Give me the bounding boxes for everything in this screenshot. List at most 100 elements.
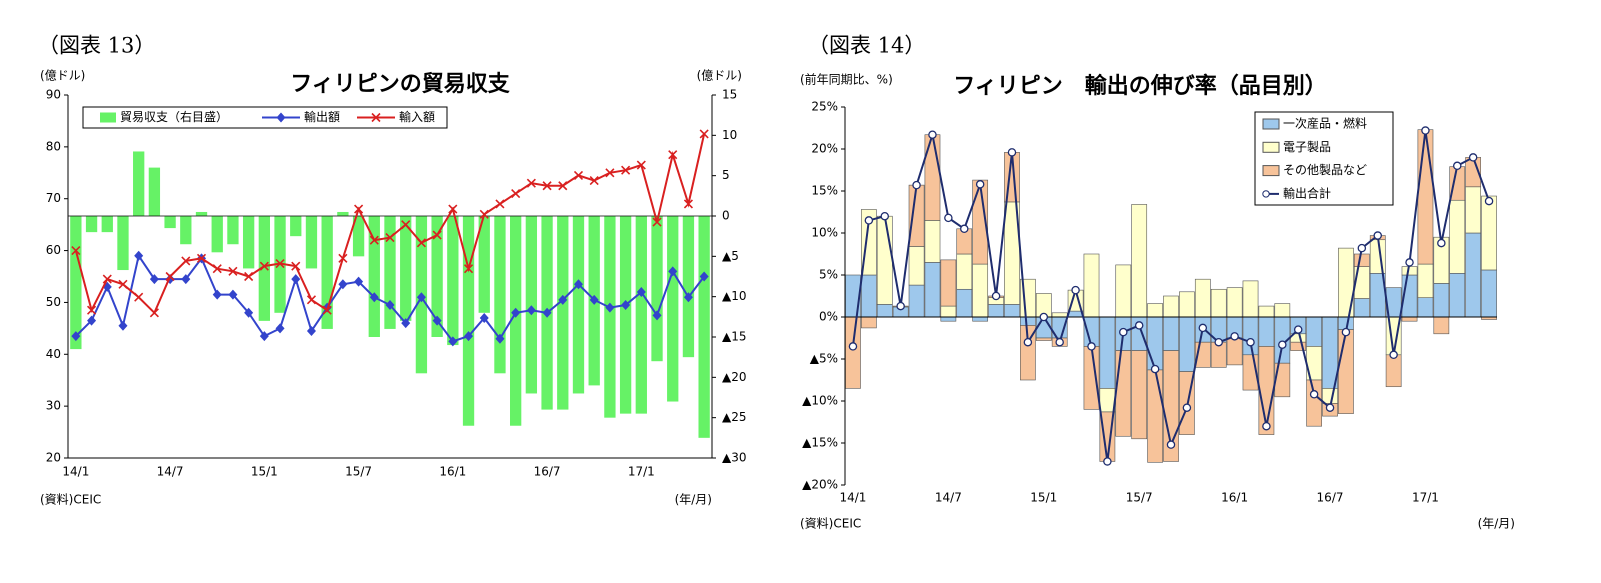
y-tick-label: 20: [46, 451, 61, 465]
marker: [71, 246, 81, 256]
marker: [621, 165, 631, 175]
bar: [400, 216, 412, 321]
y2-tick-label: 5: [722, 168, 730, 182]
marker: [526, 178, 536, 188]
y2-tick-label: ▲25: [722, 410, 747, 424]
bar: [1417, 263, 1434, 298]
chart-title: フィリピンの貿易収支: [290, 72, 511, 97]
bar: [1449, 199, 1466, 274]
x-unit: (年/月): [675, 493, 712, 507]
x-tick-label: 16/1: [439, 465, 466, 479]
bar: [924, 262, 941, 318]
bar: [1306, 379, 1322, 427]
marker: [589, 294, 599, 305]
bar: [972, 263, 989, 318]
bar: [1147, 316, 1163, 371]
bar: [85, 216, 98, 233]
marker: [1421, 126, 1430, 135]
marker: [1103, 457, 1112, 466]
marker: [699, 271, 709, 282]
y-tick-label: 5%: [819, 268, 838, 282]
bar: [1115, 350, 1132, 437]
marker: [1309, 390, 1319, 399]
bar: [290, 216, 302, 237]
marker: [244, 271, 254, 282]
marker: [401, 318, 411, 329]
bar: [1385, 354, 1402, 388]
marker: [385, 300, 395, 311]
bar: [604, 216, 616, 418]
y-tick-label: 70: [46, 191, 61, 205]
chart-title: フィリピン 輸出の伸び率（品目別）: [953, 73, 1327, 99]
bar: [1099, 316, 1116, 389]
marker: [1182, 403, 1192, 412]
x-tick-label: 15/1: [1030, 491, 1057, 505]
legend-swatch: [1262, 118, 1280, 130]
legend-swatch: [1262, 141, 1280, 153]
marker: [1405, 258, 1414, 267]
marker: [495, 333, 505, 344]
marker: [1437, 238, 1446, 248]
marker: [338, 253, 348, 263]
marker: [511, 188, 521, 199]
bar: [940, 316, 957, 322]
marker: [912, 180, 921, 190]
x-tick-label: 14/7: [157, 465, 184, 479]
bar: [940, 259, 957, 307]
bar: [1147, 369, 1163, 463]
bar: [462, 216, 475, 426]
y2-tick-label: ▲20: [722, 370, 747, 384]
marker: [228, 289, 238, 300]
bar: [258, 216, 270, 321]
marker: [1373, 231, 1382, 240]
x-unit: (年/月): [1478, 517, 1515, 531]
bar: [1274, 303, 1291, 318]
marker: [1039, 312, 1049, 322]
marker: [385, 233, 395, 243]
marker: [1087, 342, 1096, 351]
marker: [134, 292, 144, 302]
bar: [1179, 316, 1195, 372]
marker: [87, 315, 97, 326]
x-tick-label: 15/1: [251, 465, 278, 479]
bar: [133, 151, 145, 216]
bar: [164, 216, 176, 229]
marker: [1134, 321, 1144, 330]
marker: [291, 261, 301, 271]
bar: [494, 216, 506, 374]
marker: [589, 175, 599, 186]
marker: [1293, 325, 1303, 334]
marker: [134, 250, 144, 261]
marker: [1341, 327, 1351, 337]
legend-label: 一次産品・燃料: [1283, 116, 1367, 131]
marker: [448, 204, 458, 214]
marker: [86, 305, 97, 315]
bar: [940, 305, 957, 318]
marker: [165, 271, 175, 282]
y-unit: (前年同期比、%): [800, 72, 893, 87]
bar: [368, 216, 380, 337]
marker: [354, 204, 364, 214]
marker: [896, 301, 905, 311]
bar: [1099, 388, 1116, 413]
marker: [605, 168, 615, 178]
x-tick-label: 14/1: [62, 465, 89, 479]
marker: [369, 292, 379, 303]
marker: [244, 307, 254, 318]
marker: [196, 253, 207, 263]
bar: [1290, 341, 1307, 351]
marker: [1325, 403, 1335, 412]
chart: （図表 14） フィリピン 輸出の伸び率（品目別） (前年同期比、%) (資料)CEI…: [800, 34, 1515, 531]
marker: [1007, 148, 1017, 157]
bar: [682, 216, 695, 358]
marker: [212, 264, 222, 274]
source: (資料)CEIC: [800, 517, 861, 531]
y-tick-label: ▲10%: [802, 394, 838, 408]
marker: [652, 310, 662, 321]
bar: [1433, 283, 1450, 318]
bar: [572, 216, 585, 394]
marker: [369, 235, 379, 245]
bar: [117, 216, 129, 271]
x-tick-label: 15/7: [1126, 491, 1153, 505]
marker: [291, 274, 301, 285]
